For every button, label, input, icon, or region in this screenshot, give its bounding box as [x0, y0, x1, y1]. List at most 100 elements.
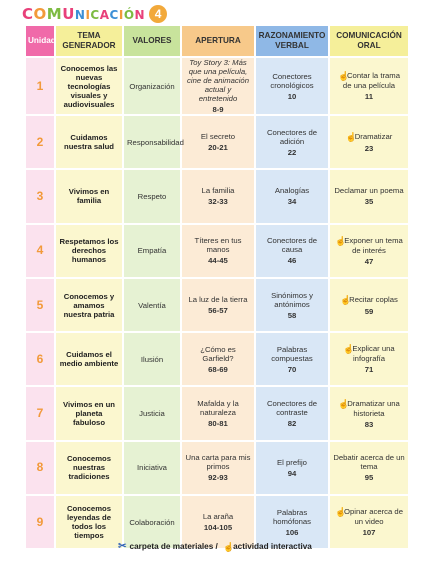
razonamiento-cell: Conectores de causa 46: [256, 222, 330, 277]
table-row: 4 Respetamos los derechos humanos Empatía T…: [26, 222, 410, 277]
oral-page: 107: [362, 528, 376, 538]
oral-text: Declamar un poema: [334, 186, 404, 196]
apertura-text: Títeres en tus manos: [194, 236, 242, 255]
hand-touch-icon: ☝: [343, 344, 355, 355]
apertura-page: 44-45: [208, 256, 228, 266]
header-valores: VALORES: [124, 26, 182, 56]
tema-cell: Cuidamos el medio ambiente: [56, 331, 124, 386]
tema-cell: Respetamos los derechos humanos: [56, 222, 124, 277]
title-letter: N: [134, 8, 146, 22]
unit-number: 4: [26, 222, 56, 277]
legend-interactive: actividad interactiva: [233, 542, 312, 551]
razonamiento-page: 46: [287, 256, 297, 266]
razonamiento-cell: Conectores de contraste 82: [256, 385, 330, 440]
hand-touch-icon: ☝: [335, 507, 347, 518]
oral-page: 59: [364, 306, 374, 316]
apertura-text: La familia: [201, 186, 235, 196]
valor-cell: Valentía: [124, 276, 182, 332]
razonamiento-text: Palabras homófonas: [272, 507, 312, 526]
tema-cell: Vivimos en un planeta fabuloso: [56, 385, 124, 440]
oral-page: 23: [364, 143, 374, 153]
oral-text: Explicar una infografía: [352, 344, 395, 364]
razonamiento-page: 58: [287, 310, 297, 320]
oral-page: 95: [364, 473, 374, 483]
apertura-cell: La luz de la tierra 56-57: [182, 276, 256, 332]
razonamiento-page: 34: [287, 197, 297, 207]
apertura-text: La araña: [202, 512, 234, 522]
apertura-cell: Toy Story 3: Más que una película, cine …: [182, 56, 256, 114]
valor-cell: Empatía: [124, 222, 182, 277]
oral-text: Debatir acerca de un tema: [333, 453, 405, 472]
razonamiento-page: 82: [287, 419, 297, 429]
legend: ✂ carpeta de materiales / ☝actividad inte…: [0, 541, 430, 552]
razonamiento-cell: Sinónimos y antónimos 58: [256, 276, 330, 332]
unit-number-badge: 4: [149, 5, 168, 23]
oral-text: Opinar acerca de un video: [344, 507, 403, 527]
razonamiento-page: 94: [287, 468, 297, 478]
apertura-cell: Mafalda y la naturaleza 80-81: [182, 385, 256, 440]
apertura-page: 92-93: [208, 473, 228, 483]
oral-page: 71: [364, 365, 374, 375]
razonamiento-cell: El prefijo 94: [256, 439, 330, 495]
table-body: 1 Conocemos las nuevas tecnologías visual…: [26, 56, 410, 549]
page-title: COMUNICACIÓN 4: [22, 2, 168, 26]
unit-number: 8: [26, 439, 56, 495]
oral-page: 47: [364, 256, 374, 266]
oral-text: Dramatizar: [354, 131, 393, 141]
apertura-page: 56-57: [208, 306, 228, 316]
unit-number: 9: [26, 494, 56, 549]
valor-cell: Colaboración: [124, 494, 182, 549]
valor-cell: Ilusión: [124, 331, 182, 386]
hand-touch-icon: ☝: [335, 235, 347, 246]
header-comunicacion: COMUNICACIÓN ORAL: [330, 26, 410, 56]
table-header-row: Unidad TEMA GENERADOR VALORES APERTURA R…: [26, 26, 410, 56]
tema-cell: Conocemos leyendas de todos los tiempos: [56, 494, 124, 549]
oral-cell: ☝Dramatizar 23: [330, 114, 410, 169]
valor-cell: Respeto: [124, 168, 182, 223]
title-letter: A: [99, 8, 110, 22]
table-row: 6 Cuidamos el medio ambiente Ilusión ¿Cómo …: [26, 331, 410, 386]
title-letter: C: [90, 8, 100, 22]
title-letter: O: [33, 5, 47, 23]
title-letter: I: [85, 8, 91, 22]
hand-touch-icon: ☝: [340, 294, 352, 305]
unit-number: 3: [26, 168, 56, 223]
oral-cell: ☝Opinar acerca de un video 107: [330, 494, 410, 549]
apertura-page: 32-33: [208, 197, 228, 207]
table-row: 5 Conocemos y amamos nuestra patria Valent…: [26, 276, 410, 332]
unit-number: 1: [26, 56, 56, 114]
oral-text: Contar la trama de una película: [342, 71, 400, 90]
scissors-icon: ✂: [118, 541, 127, 552]
header-tema: TEMA GENERADOR: [56, 26, 124, 56]
razonamiento-cell: Analogías 34: [256, 168, 330, 223]
hand-touch-icon: ☝: [345, 131, 357, 142]
apertura-cell: Títeres en tus manos 44-45: [182, 222, 256, 277]
table-row: 8 Conocemos nuestras tradiciones Iniciativ…: [26, 439, 410, 495]
contents-table: Unidad TEMA GENERADOR VALORES APERTURA R…: [26, 26, 410, 549]
oral-cell: ☝Exponer un tema de interés 47: [330, 222, 410, 277]
razonamiento-text: Sinónimos y antónimos: [271, 290, 313, 309]
oral-cell: ☝Explicar una infografía 71: [330, 331, 410, 386]
razonamiento-page: 10: [287, 91, 297, 101]
tema-cell: Cuidamos nuestra salud: [56, 114, 124, 169]
apertura-cell: El secreto 20-21: [182, 114, 256, 169]
oral-cell: Debatir acerca de un tema 95: [330, 439, 410, 495]
tema-cell: Conocemos nuestras tradiciones: [56, 439, 124, 495]
unit-number: 7: [26, 385, 56, 440]
table-row: 7 Vivimos en un planeta fabuloso Justicia M…: [26, 385, 410, 440]
oral-page: 35: [364, 197, 374, 207]
apertura-text: La luz de la tierra: [188, 295, 248, 305]
razonamiento-text: Conectores cronológicos: [270, 71, 314, 90]
header-apertura: APERTURA: [182, 26, 256, 56]
header-razonamiento: RAZONAMIENTO VERBAL: [256, 26, 330, 56]
oral-text: Recitar coplas: [349, 294, 398, 304]
header-unidad: Unidad: [26, 26, 56, 56]
title-letter: M: [46, 5, 63, 23]
title-letter: C: [109, 8, 119, 22]
hand-touch-icon: ☝: [223, 542, 235, 552]
razonamiento-cell: Palabras compuestas 70: [256, 331, 330, 386]
unit-number: 6: [26, 331, 56, 386]
table-row: 2 Cuidamos nuestra salud Responsabilidad El…: [26, 114, 410, 169]
title-letter: U: [62, 5, 75, 23]
razonamiento-text: Analogías: [274, 186, 310, 196]
